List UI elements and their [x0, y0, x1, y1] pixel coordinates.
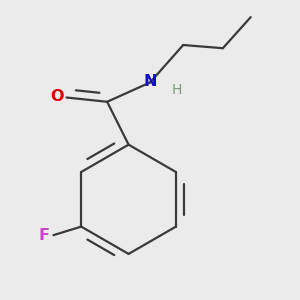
Text: H: H — [172, 83, 182, 97]
Text: N: N — [143, 74, 157, 89]
Text: O: O — [50, 89, 64, 104]
Text: F: F — [38, 228, 49, 243]
